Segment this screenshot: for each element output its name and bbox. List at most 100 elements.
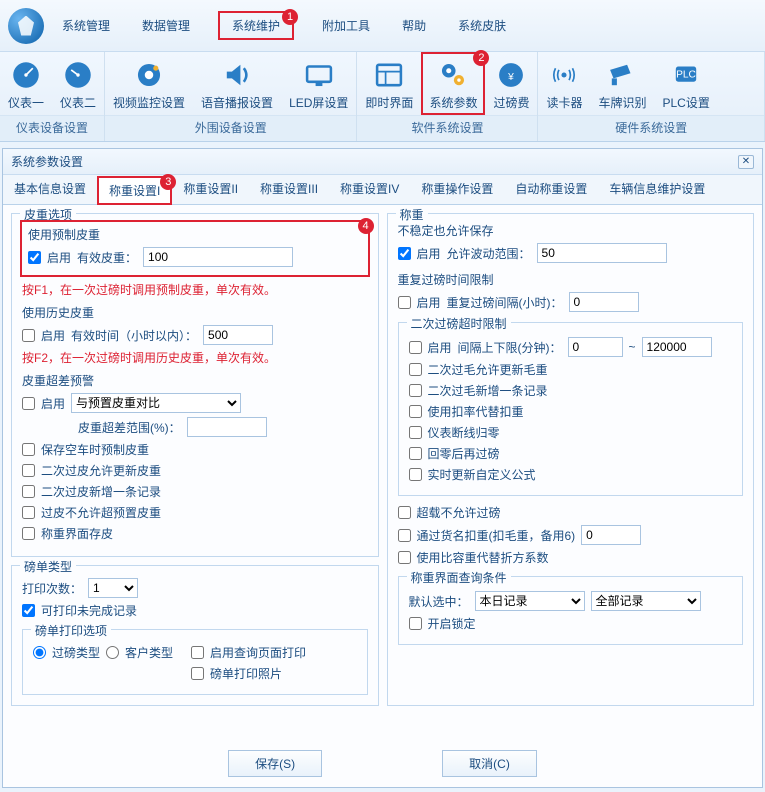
menu-data-mgmt[interactable]: 数据管理 xyxy=(138,11,194,40)
dialog-close-button[interactable]: ✕ xyxy=(738,155,754,169)
oc2[interactable] xyxy=(398,529,411,542)
menu-system-maint[interactable]: 系统维护 xyxy=(218,11,294,40)
menu-help[interactable]: 帮助 xyxy=(398,11,430,40)
sysparam-dialog: 系统参数设置 ✕ 基本信息设置 称重设置I 称重设置II 称重设置III 称重设… xyxy=(2,148,763,788)
oc2-input[interactable] xyxy=(581,525,641,545)
print-count-label: 打印次数： xyxy=(22,580,82,597)
tab-basic[interactable]: 基本信息设置 xyxy=(3,175,97,204)
repeat-enable-check[interactable] xyxy=(398,296,411,309)
sc1[interactable] xyxy=(409,363,422,376)
print-opt-title: 磅单打印选项 xyxy=(31,622,111,639)
query-sub: 称重界面查询条件 默认选中： 本日记录 全部记录 开启锁定 xyxy=(398,576,744,645)
rb-rtui[interactable]: 即时界面 xyxy=(357,52,421,115)
chk-save-empty[interactable] xyxy=(22,443,35,456)
warn-enable-check[interactable] xyxy=(22,397,35,410)
rg-label-0: 仪表设备设置 xyxy=(0,115,104,141)
chk-second-update[interactable] xyxy=(22,464,35,477)
second-lo-input[interactable] xyxy=(568,337,623,357)
rb-meter2[interactable]: 仪表二 xyxy=(52,52,104,115)
sc6[interactable] xyxy=(409,468,422,481)
radio-weigh-type[interactable] xyxy=(33,646,46,659)
sc4[interactable] xyxy=(409,426,422,439)
history-tare-title: 使用历史皮重 xyxy=(22,304,368,321)
print-count-select[interactable]: 1 xyxy=(88,578,138,598)
unstable-label: 允许波动范围： xyxy=(447,245,531,262)
query-label: 默认选中： xyxy=(409,593,469,610)
rb-plc[interactable]: PLCPLC设置 xyxy=(655,52,718,115)
unstable-title: 不稳定也允许保存 xyxy=(398,222,744,239)
print-opt-sub: 磅单打印选项 过磅类型 客户类型 启用查询页面打印 磅单打印照片 xyxy=(22,629,368,695)
second-title: 二次过磅超时限制 xyxy=(407,315,511,332)
cancel-button[interactable]: 取消(C) xyxy=(442,750,537,777)
chk-query-print[interactable] xyxy=(191,646,204,659)
weigh-group-title: 称重 xyxy=(396,206,428,223)
warn-range-label: 皮重超差范围(%)： xyxy=(78,419,181,436)
chk-print-incomplete[interactable] xyxy=(22,604,35,617)
second-enable-check[interactable] xyxy=(409,341,422,354)
save-button[interactable]: 保存(S) xyxy=(228,750,322,777)
radio-cust-type[interactable] xyxy=(106,646,119,659)
rb-plate[interactable]: 车牌识别 xyxy=(590,52,654,115)
tab-weigh3[interactable]: 称重设置III xyxy=(249,175,329,204)
oc3[interactable] xyxy=(398,551,411,564)
tab-weigh2[interactable]: 称重设置II xyxy=(172,175,249,204)
unstable-input[interactable] xyxy=(537,243,667,263)
tab-weigh4[interactable]: 称重设置IV xyxy=(329,175,410,204)
top-menubar: 系统管理 数据管理 系统维护 附加工具 帮助 系统皮肤 xyxy=(0,0,765,52)
unstable-enable-check[interactable] xyxy=(398,247,411,260)
main-menu: 系统管理 数据管理 系统维护 附加工具 帮助 系统皮肤 xyxy=(58,11,510,40)
menu-addons[interactable]: 附加工具 xyxy=(318,11,374,40)
history-value-input[interactable] xyxy=(203,325,273,345)
preset-tare-title: 使用预制皮重 xyxy=(28,226,362,243)
oc1[interactable] xyxy=(398,506,411,519)
warn-title: 皮重超差预警 xyxy=(22,372,368,389)
query-title: 称重界面查询条件 xyxy=(407,569,511,586)
chk-no-exceed[interactable] xyxy=(22,506,35,519)
warn-mode-select[interactable]: 与预置皮重对比 xyxy=(71,393,241,413)
rb-led[interactable]: LED屏设置 xyxy=(281,52,356,115)
rb-fee[interactable]: ¥过磅费 xyxy=(485,52,537,115)
sc2[interactable] xyxy=(409,384,422,397)
rb-video[interactable]: 视频监控设置 xyxy=(105,52,193,115)
second-label: 间隔上下限(分钟)： xyxy=(458,339,562,356)
history-enable-check[interactable] xyxy=(22,329,35,342)
repeat-input[interactable] xyxy=(569,292,639,312)
sc5[interactable] xyxy=(409,447,422,460)
tare-group: 皮重选项 使用预制皮重 启用 有效皮重： 按F1，在一次过磅时调用预制皮重，单次… xyxy=(11,213,379,557)
rg-label-1: 外围设备设置 xyxy=(105,115,356,141)
preset-enable-check[interactable] xyxy=(28,251,41,264)
sc3[interactable] xyxy=(409,405,422,418)
rg-label-2: 软件系统设置 xyxy=(357,115,537,141)
menu-skin[interactable]: 系统皮肤 xyxy=(454,11,510,40)
preset-tare-box: 使用预制皮重 启用 有效皮重： xyxy=(20,220,370,277)
repeat-label: 重复过磅间隔(小时)： xyxy=(447,294,563,311)
svg-text:PLC: PLC xyxy=(676,70,696,81)
preset-value-input[interactable] xyxy=(143,247,293,267)
tilde: ~ xyxy=(629,340,636,354)
tab-weigh1[interactable]: 称重设置I xyxy=(97,176,172,205)
rg-label-3: 硬件系统设置 xyxy=(538,115,764,141)
preset-label: 有效皮重： xyxy=(77,249,137,266)
lock-check[interactable] xyxy=(409,617,422,630)
tab-vehicle[interactable]: 车辆信息维护设置 xyxy=(598,175,716,204)
query-sel2[interactable]: 全部记录 xyxy=(591,591,701,611)
tab-auto[interactable]: 自动称重设置 xyxy=(504,175,598,204)
warn-range-input[interactable] xyxy=(187,417,267,437)
chk-second-new[interactable] xyxy=(22,485,35,498)
rb-voice[interactable]: 语音播报设置 xyxy=(193,52,281,115)
second-hi-input[interactable] xyxy=(642,337,712,357)
menu-system-mgmt[interactable]: 系统管理 xyxy=(58,11,114,40)
app-logo xyxy=(8,8,44,44)
chk-store-tare[interactable] xyxy=(22,527,35,540)
chk-print-photo[interactable] xyxy=(191,667,204,680)
receipt-group: 磅单类型 打印次数： 1 可打印未完成记录 磅单打印选项 过磅类型 客户类型 xyxy=(11,565,379,706)
query-sel1[interactable]: 本日记录 xyxy=(475,591,585,611)
note-f2: 按F2，在一次过磅时调用历史皮重，单次有效。 xyxy=(22,349,368,366)
rb-meter1[interactable]: 仪表一 xyxy=(0,52,52,115)
tab-weighop[interactable]: 称重操作设置 xyxy=(410,175,504,204)
receipt-title: 磅单类型 xyxy=(20,558,76,575)
rb-reader[interactable]: 读卡器 xyxy=(538,52,590,115)
second-sub: 二次过磅超时限制 启用 间隔上下限(分钟)： ~ 二次过毛允许更新毛重 二次过毛… xyxy=(398,322,744,496)
rb-sysparam[interactable]: 系统参数 xyxy=(421,52,485,115)
repeat-title: 重复过磅时间限制 xyxy=(398,271,744,288)
